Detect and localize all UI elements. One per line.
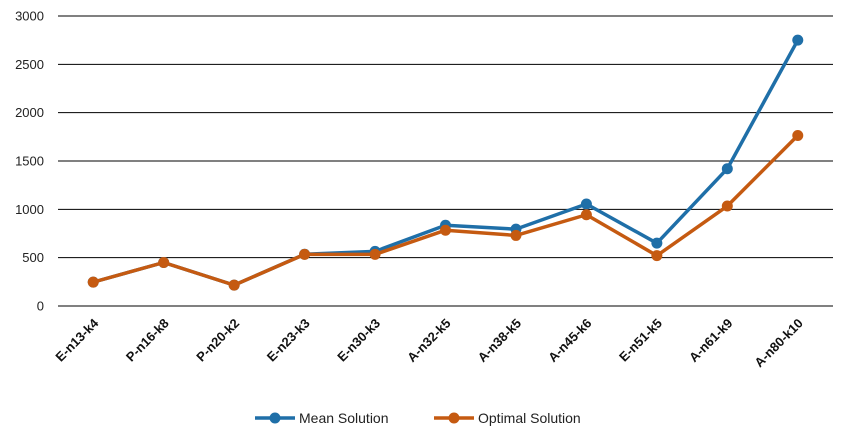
y-tick-label: 500 [22,250,44,265]
y-tick-label: 1000 [15,202,44,217]
series-line-0 [92,39,800,287]
data-point [369,248,381,260]
data-point [87,276,99,288]
x-tick-label: A-n38-k5 [475,316,524,365]
data-point [651,237,663,249]
data-point [721,200,733,212]
gridlines [58,15,833,307]
data-point [792,129,804,141]
data-point [580,198,592,210]
x-tick-label: A-n45-k6 [545,316,594,365]
data-point [158,257,170,268]
data-point [721,163,733,175]
y-tick-label: 1500 [15,154,44,169]
series-line-1 [92,134,800,287]
data-point [228,279,240,291]
x-tick-label: E-n30-k3 [334,316,383,365]
x-tick-label: P-n16-k8 [123,316,172,365]
y-tick-label: 0 [37,299,44,314]
x-tick-label: A-n32-k5 [404,316,453,365]
y-axis-ticks: 0 500 1000 1500 2000 2500 3000 [15,9,44,314]
data-point [651,250,663,262]
legend-label: Mean Solution [299,410,389,426]
x-tick-label: E-n51-k5 [616,316,665,365]
legend-label: Optimal Solution [478,410,581,426]
series-group [87,34,804,291]
legend: Mean Solution Optimal Solution [255,410,581,426]
data-point [440,224,451,236]
x-tick-label: A-n80-k10 [751,316,806,371]
y-tick-label: 3000 [15,9,44,24]
x-axis-ticks: E-n13-k4 P-n16-k8 P-n20-k2 E-n23-k3 E-n30-k3… [52,315,805,370]
data-point [792,34,804,46]
x-tick-label: E-n23-k3 [264,316,313,365]
x-tick-label: P-n20-k2 [193,316,242,365]
legend-swatch-marker [448,412,460,424]
y-tick-label: 2500 [15,57,44,72]
data-point [580,209,592,221]
y-tick-label: 2000 [15,105,44,120]
x-tick-label: E-n13-k4 [52,315,101,364]
x-tick-label: A-n61-k9 [686,316,735,365]
legend-swatch-marker [269,412,281,424]
data-point [299,248,311,260]
data-point [510,229,522,241]
